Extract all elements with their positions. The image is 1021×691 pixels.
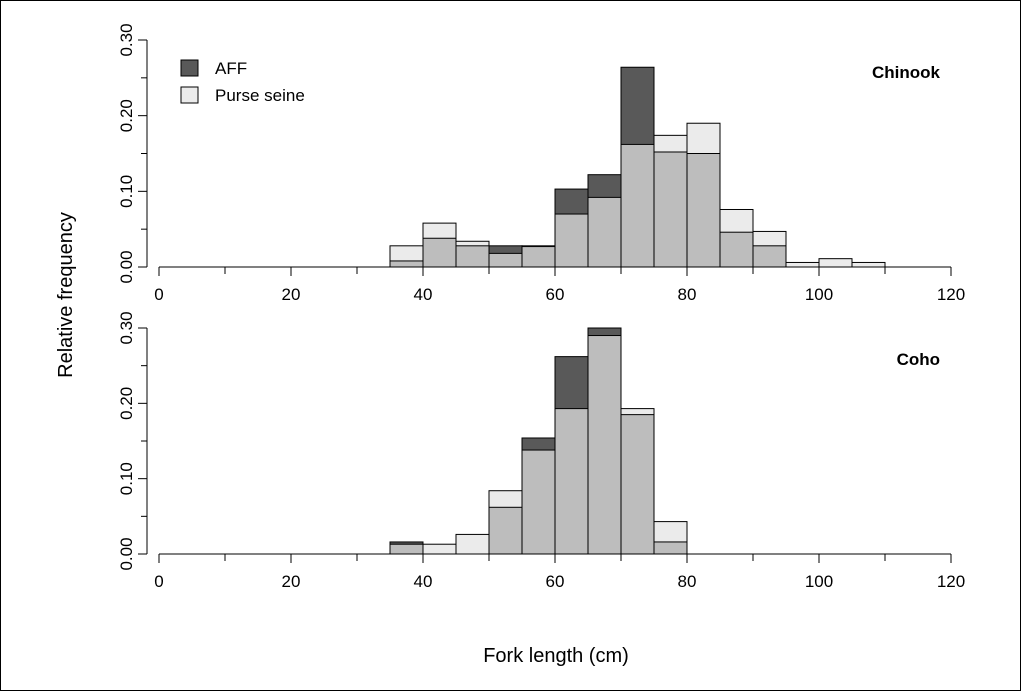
coho-bar-aff xyxy=(522,437,555,451)
chinook-bar-overlap xyxy=(522,246,555,267)
chinook-bar-purse-seine xyxy=(753,231,786,246)
chinook-bar-purse-seine xyxy=(654,135,687,152)
chinook-y-tick-label: 0.20 xyxy=(117,99,136,132)
coho-x-tick-label: 60 xyxy=(546,572,565,591)
coho-x-tick-label: 80 xyxy=(678,572,697,591)
coho-bar-overlap xyxy=(522,450,555,554)
legend-label-aff: AFF xyxy=(215,59,247,78)
coho-x-tick-label: 40 xyxy=(414,572,433,591)
coho-bar-overlap xyxy=(390,544,423,554)
panel-label-chinook: Chinook xyxy=(872,63,941,82)
coho-bar-aff xyxy=(390,541,423,545)
chinook-bar-purse-seine xyxy=(390,245,423,261)
chinook-bar-purse-seine xyxy=(720,209,753,233)
coho-bar-aff xyxy=(588,328,621,336)
coho-y-tick-label: 0.10 xyxy=(117,462,136,495)
chinook-bar-overlap xyxy=(720,232,753,267)
chinook-bar-overlap xyxy=(654,151,687,267)
chinook-x-tick-label: 60 xyxy=(546,285,565,304)
chinook-bar-purse-seine xyxy=(423,223,456,239)
chinook-x-tick-label: 80 xyxy=(678,285,697,304)
chinook-y-tick-label: 0.10 xyxy=(117,175,136,208)
coho-bar-overlap xyxy=(621,414,654,554)
chinook-x-tick-label: 100 xyxy=(805,285,833,304)
chinook-x-tick-label: 0 xyxy=(154,285,163,304)
chinook-bar-overlap xyxy=(753,245,786,267)
chinook-bar-overlap xyxy=(456,245,489,267)
chinook-bar-overlap xyxy=(390,260,423,267)
coho-bar-overlap xyxy=(654,541,687,554)
y-axis-title: Relative frequency xyxy=(55,212,77,378)
coho-x-tick-label: 100 xyxy=(805,572,833,591)
chinook-y-tick-label: 0.30 xyxy=(117,23,136,56)
coho-bar-purse-seine xyxy=(489,490,522,508)
chinook-bar-aff xyxy=(555,189,588,215)
legend-label-purse-seine: Purse seine xyxy=(215,86,305,105)
coho-bar-purse-seine xyxy=(654,521,687,542)
chinook-bar-aff xyxy=(489,245,522,254)
legend: AFF Purse seine xyxy=(180,59,305,105)
chinook-bar-purse-seine xyxy=(786,262,819,267)
chinook-x-tick-label: 120 xyxy=(937,285,965,304)
chinook-panel: 0 20 40 60 80 100 120 0.00 0.10 0.20 0.30 xyxy=(117,23,965,304)
coho-bar-overlap xyxy=(489,507,522,554)
coho-y-tick-label: 0.20 xyxy=(117,387,136,420)
x-axis-title: Fork length (cm) xyxy=(483,645,629,667)
chinook-bar-overlap xyxy=(621,144,654,267)
legend-swatch-aff xyxy=(180,59,199,77)
coho-y-tick-label: 0.30 xyxy=(117,311,136,344)
legend-swatch-purse-seine xyxy=(180,86,199,104)
chinook-x-tick-label: 40 xyxy=(414,285,433,304)
coho-bar-purse-seine xyxy=(423,544,456,554)
chinook-bar-purse-seine xyxy=(687,123,720,154)
chinook-bar-purse-seine xyxy=(456,241,489,246)
chinook-bar-aff xyxy=(621,67,654,145)
chinook-bar-overlap xyxy=(687,153,720,267)
coho-bar-aff xyxy=(555,356,588,409)
panel-label-coho: Coho xyxy=(897,350,940,369)
chinook-bar-overlap xyxy=(588,197,621,267)
coho-bar-overlap xyxy=(555,408,588,554)
chinook-bar-purse-seine xyxy=(819,258,852,267)
coho-panel: 0 20 40 60 80 100 120 0.00 0.10 0.20 0.30 xyxy=(117,311,965,591)
coho-x-tick-label: 20 xyxy=(282,572,301,591)
coho-x-tick-label: 120 xyxy=(937,572,965,591)
chinook-x-tick-label: 20 xyxy=(282,285,301,304)
chinook-bar-aff xyxy=(588,174,621,198)
coho-bar-purse-seine xyxy=(456,534,489,554)
chinook-bar-overlap xyxy=(555,214,588,267)
coho-bar-purse-seine xyxy=(621,408,654,415)
coho-x-tick-label: 0 xyxy=(154,572,163,591)
chinook-y-tick-label: 0.00 xyxy=(117,250,136,283)
chinook-bar-overlap xyxy=(423,238,456,267)
coho-y-tick-label: 0.00 xyxy=(117,537,136,570)
chinook-bar-purse-seine xyxy=(852,262,885,267)
coho-bar-overlap xyxy=(588,335,621,554)
chinook-bar-overlap xyxy=(489,253,522,267)
